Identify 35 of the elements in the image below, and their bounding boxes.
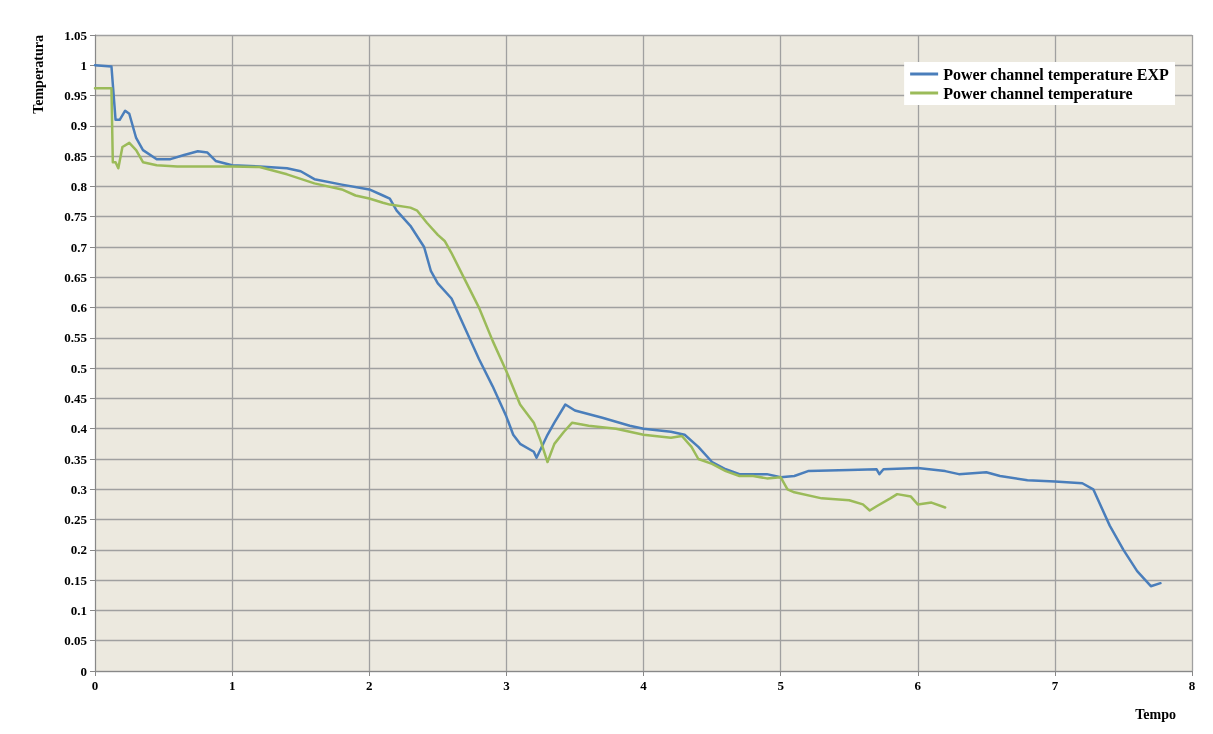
x-tick-label: 1 (228, 678, 236, 693)
y-tick-label: 0.05 (64, 633, 88, 649)
y-tick-label: 0.95 (64, 88, 88, 104)
y-tick-label: 0.55 (64, 330, 88, 346)
y-tick-label: 0.7 (70, 239, 88, 255)
y-tick-label: 1.05 (64, 27, 88, 43)
y-tick-label: 0.8 (70, 178, 88, 194)
y-tick-label: 0.15 (64, 572, 88, 588)
x-tick-label: 8 (1188, 678, 1196, 693)
y-tick-label: 0.3 (70, 481, 88, 497)
y-tick-label: 0.6 (70, 300, 88, 316)
y-tick-label: 0.25 (64, 512, 88, 528)
x-tick-label: 6 (914, 678, 922, 693)
y-tick-label: 0.45 (64, 390, 88, 406)
legend-label: Power channel temperature (943, 84, 1133, 103)
x-tick-label: 3 (503, 678, 511, 693)
y-tick-label: 0.9 (70, 118, 88, 134)
y-tick-label: 0.75 (64, 209, 88, 225)
y-tick-label: 0.4 (70, 421, 88, 437)
x-axis-title: Tempo (1135, 706, 1176, 722)
x-tick-label: 2 (366, 678, 373, 693)
y-tick-label: 0.2 (70, 542, 87, 558)
y-tick-label: 1 (80, 57, 87, 73)
y-tick-label: 0.5 (70, 360, 88, 376)
x-tick-label: 7 (1051, 678, 1059, 693)
y-axis-title: Temperatura (30, 35, 46, 114)
x-tick-label: 4 (640, 678, 648, 693)
y-tick-label: 0.65 (64, 269, 88, 285)
legend-label: Power channel temperature EXP (943, 65, 1169, 84)
y-tick-label: 0.1 (70, 602, 87, 618)
y-tick-label: 0 (80, 663, 87, 679)
x-tick-label: 0 (91, 678, 99, 693)
y-tick-label: 0.85 (64, 148, 88, 164)
x-tick-label: 5 (777, 678, 785, 693)
y-tick-label: 0.35 (64, 451, 88, 467)
